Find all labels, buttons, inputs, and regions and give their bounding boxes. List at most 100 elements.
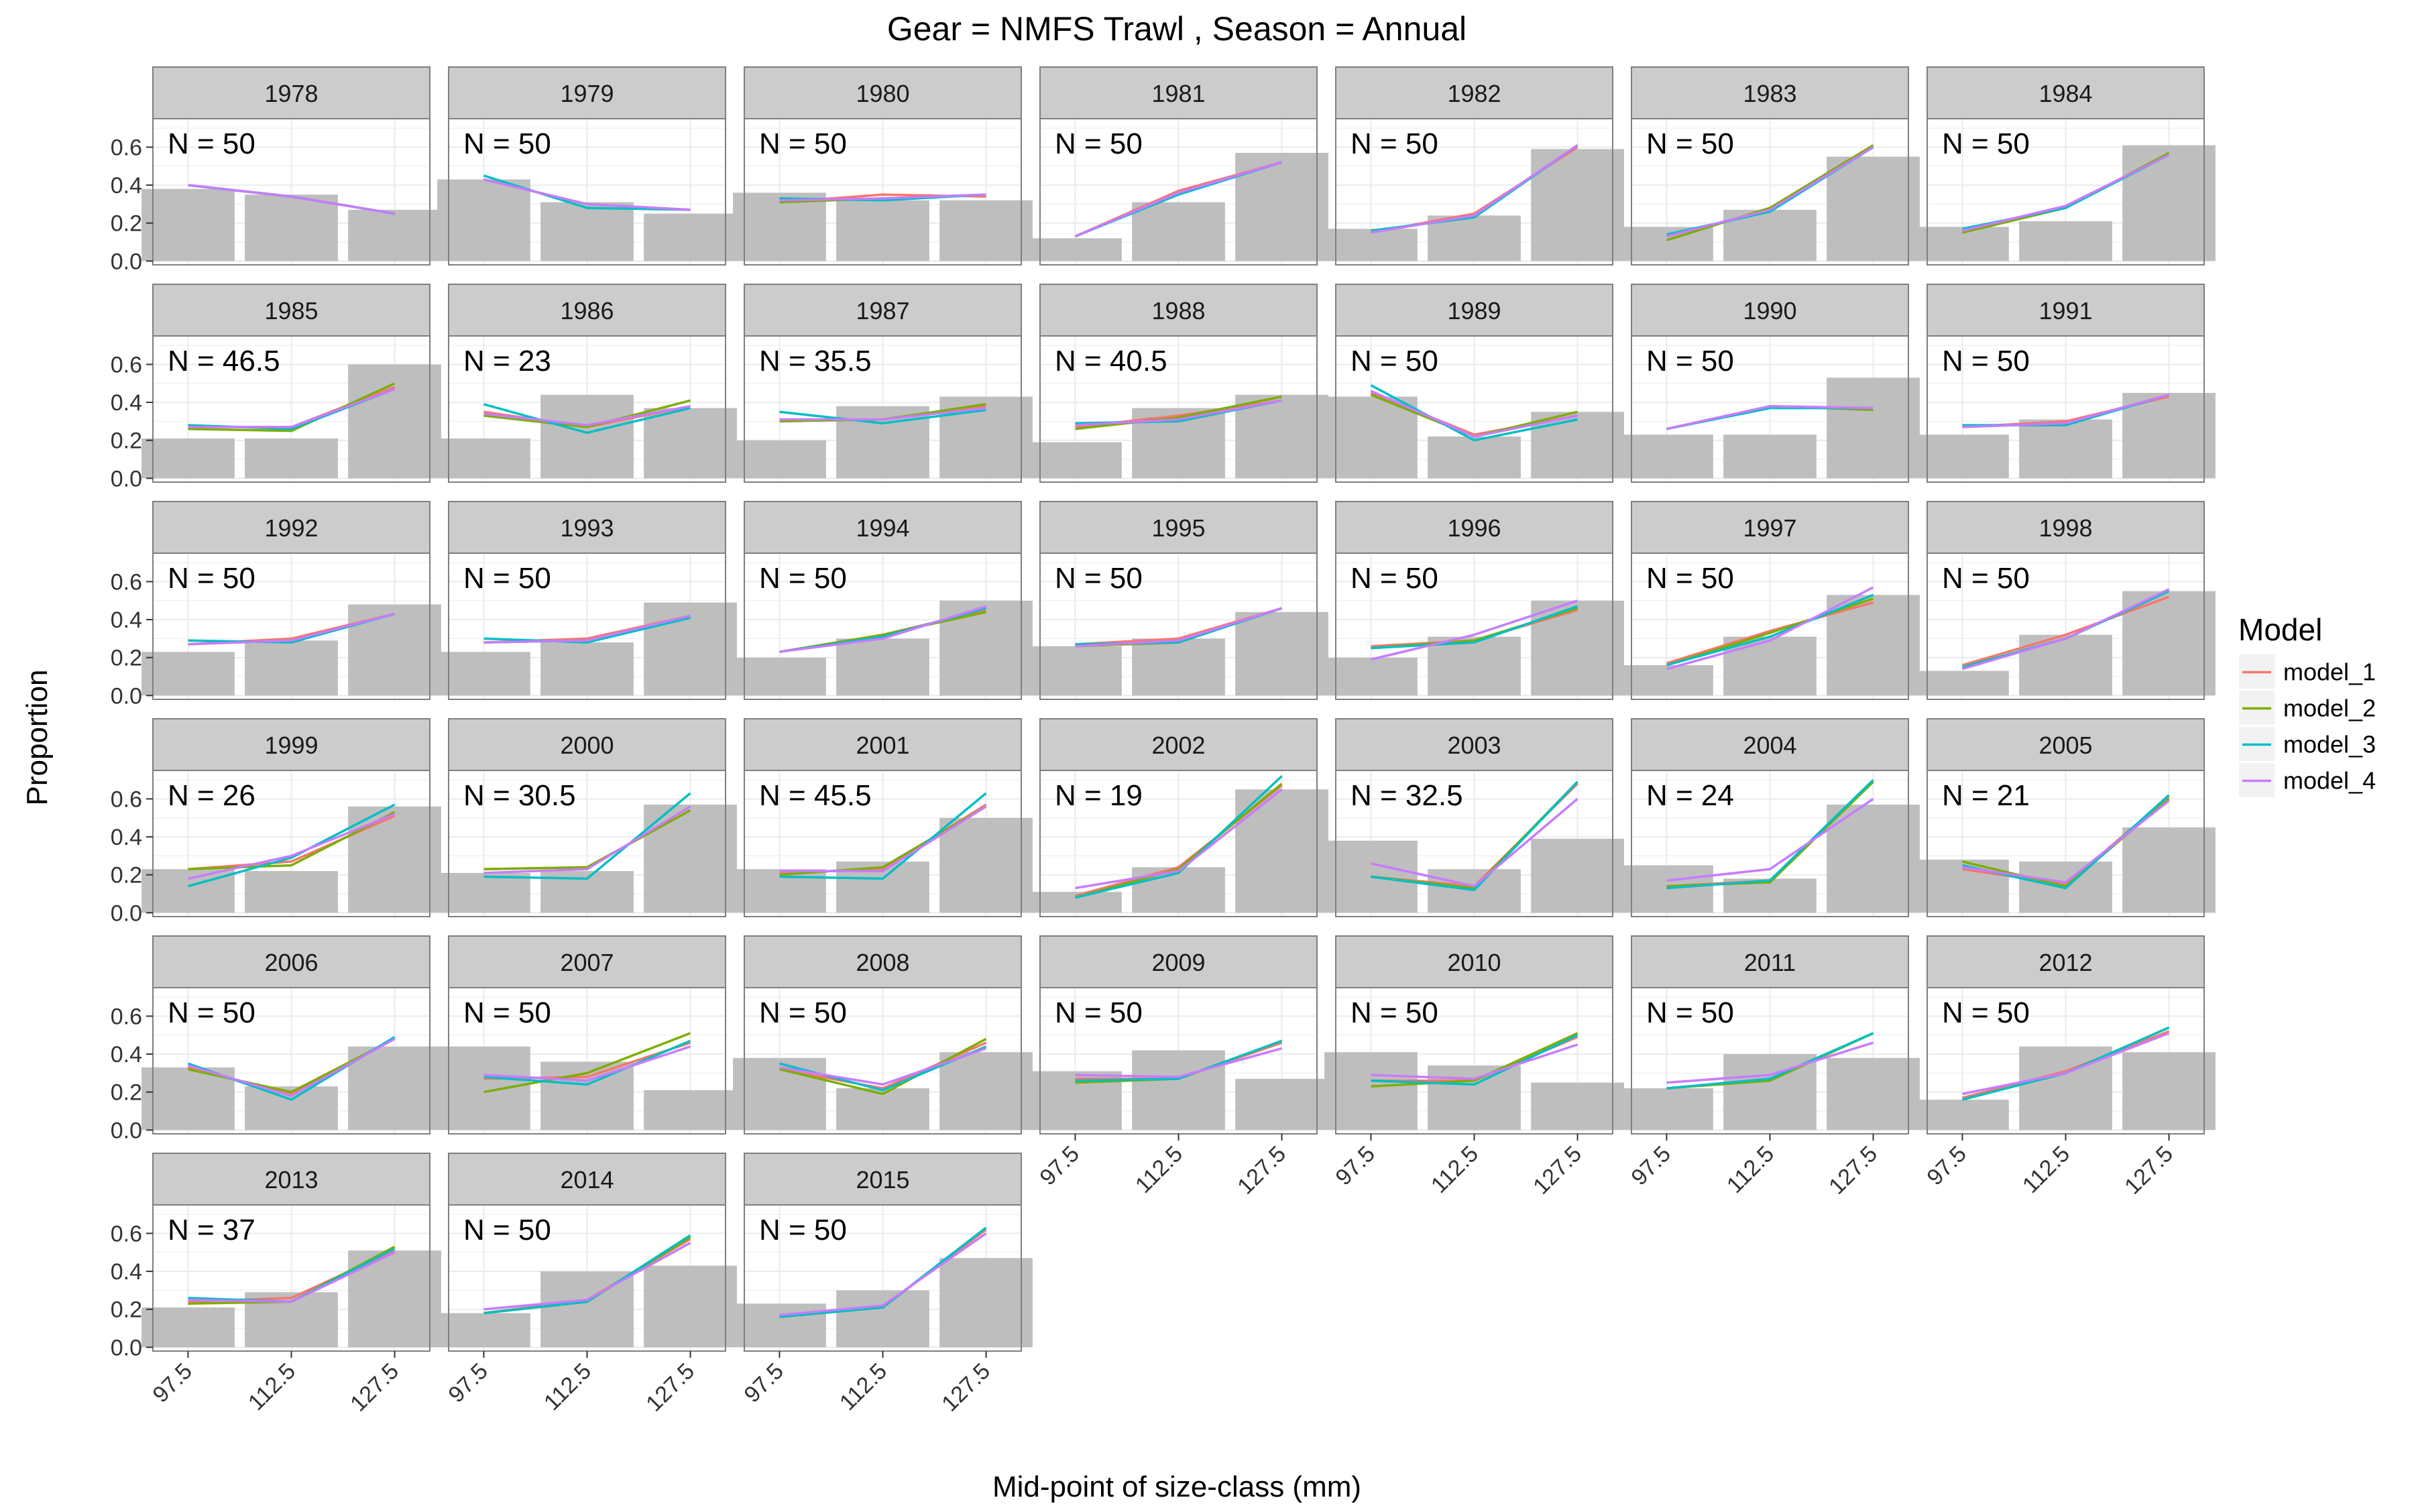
observed-bar (1827, 377, 1920, 479)
facet-strip (1631, 718, 1909, 771)
observed-bar (1723, 636, 1817, 696)
line-model_2 (483, 399, 691, 428)
sample-size-label: N = 46.5 (168, 345, 280, 377)
sample-size-label: N = 50 (1942, 127, 2030, 160)
line-model_3 (483, 792, 691, 880)
panel-border (152, 770, 430, 917)
panel-1983: 1983 N = 50 (1620, 66, 1920, 266)
line-model_3 (1075, 775, 1283, 899)
sample-size-label: N = 21 (1942, 779, 2030, 812)
facet-year-label: 1991 (2038, 297, 2092, 325)
panel-border (1039, 335, 1318, 483)
facet-strip (152, 284, 430, 337)
sample-size-label: N = 50 (759, 562, 847, 595)
facet-year-label: 2000 (560, 732, 614, 759)
line-model_4 (483, 405, 691, 426)
facet-strip (152, 66, 430, 119)
facet-year-label: 2011 (1744, 949, 1796, 976)
x-tick-label: 112.5 (1426, 1141, 1483, 1198)
facet-year-label: 1998 (2038, 514, 2092, 542)
facet-strip (1039, 284, 1318, 337)
observed-bar (245, 194, 338, 261)
panel-2009: 2009 N = 50 97.5 112.5 127.5 (1029, 935, 1328, 1200)
line-model_4 (1075, 399, 1282, 426)
line-model_2 (483, 809, 691, 870)
panel-border (448, 335, 726, 483)
observed-bar (437, 438, 530, 479)
line-model_4 (779, 193, 986, 202)
facet-strip (1335, 718, 1613, 771)
facet-year-label: 1994 (856, 514, 909, 542)
panel-1995: 1995 N = 50 (1029, 501, 1328, 700)
panel-border (744, 770, 1022, 917)
panel-2015: 2015 N = 50 97.5 112.5 127.5 (733, 1153, 1033, 1417)
panel-2003: 2003 N = 32.5 (1324, 718, 1624, 917)
chart-title: Gear = NMFS Trawl , Season = Annual (887, 10, 1467, 48)
observed-bar (1324, 840, 1418, 913)
panel-1987: 1987 N = 35.5 (733, 284, 1033, 483)
panel-border (1039, 553, 1318, 700)
observed-bar (1531, 600, 1624, 696)
panel-1980: 1980 N = 50 (733, 66, 1033, 266)
sample-size-label: N = 23 (463, 345, 551, 377)
y-tick-label: 0.4 (111, 1259, 142, 1285)
observed-bar (1132, 638, 1225, 696)
line-model_4 (483, 614, 691, 644)
observed-bar (1531, 1082, 1624, 1130)
line-model_2 (188, 382, 396, 432)
sample-size-label: N = 50 (1350, 345, 1438, 377)
x-tick-label: 112.5 (2018, 1141, 2075, 1198)
y-tick-label: 0.2 (111, 211, 142, 237)
sample-size-label: N = 45.5 (759, 779, 872, 812)
observed-bar (437, 652, 530, 696)
observed-bar (245, 640, 338, 696)
line-model_3 (188, 803, 396, 888)
facet-strip (448, 718, 726, 771)
line-model_4 (1666, 586, 1874, 671)
observed-bar (348, 806, 441, 913)
observed-bar (437, 872, 530, 913)
line-model_3 (1370, 384, 1578, 442)
observed-bar (348, 364, 441, 479)
line-model_4 (1371, 798, 1578, 888)
sample-size-label: N = 50 (463, 996, 551, 1029)
facet-year-label: 1999 (264, 732, 318, 759)
facet-strip (152, 501, 430, 554)
facet-year-label: 1997 (1743, 514, 1796, 542)
x-tick-label: 97.5 (148, 1358, 197, 1408)
observed-bar (1827, 1057, 1920, 1130)
x-tick-label: 97.5 (1035, 1141, 1084, 1191)
observed-bar (1235, 152, 1328, 261)
sample-size-label: N = 50 (463, 1214, 551, 1246)
facet-strip (1631, 284, 1909, 337)
legend-entry-label: model_2 (2283, 695, 2376, 722)
line-model_4 (1074, 161, 1282, 238)
observed-bar (1235, 394, 1328, 479)
line-model_4 (1370, 390, 1578, 438)
observed-bar (1428, 215, 1521, 261)
observed-bar (733, 657, 826, 696)
line-model_3 (1371, 605, 1578, 650)
facet-strip (744, 718, 1022, 771)
facet-year-label: 1995 (1151, 514, 1205, 542)
observed-bar (1428, 636, 1521, 696)
panel-border (152, 987, 430, 1135)
y-tick-label: 0.4 (111, 1042, 142, 1067)
y-axis-label: Proportion (21, 669, 54, 805)
observed-bar (733, 192, 826, 261)
panel-border (448, 770, 726, 917)
panel-2008: 2008 N = 50 (733, 935, 1033, 1135)
observed-bar (1324, 1052, 1418, 1130)
sample-size-label: N = 50 (168, 562, 255, 595)
x-tick-label: 127.5 (2120, 1141, 2178, 1200)
facet-year-label: 2002 (1151, 732, 1205, 759)
sample-size-label: N = 50 (168, 127, 255, 160)
legend-entry-label: model_3 (2283, 731, 2376, 758)
observed-bar (540, 202, 634, 261)
line-model_1 (1666, 601, 1874, 664)
line-model_4 (1666, 146, 1874, 238)
line-model_3 (483, 1039, 691, 1086)
y-tick-label: 0.4 (111, 607, 142, 633)
facet-year-label: 2007 (560, 949, 614, 976)
x-tick-label: 127.5 (345, 1358, 404, 1417)
